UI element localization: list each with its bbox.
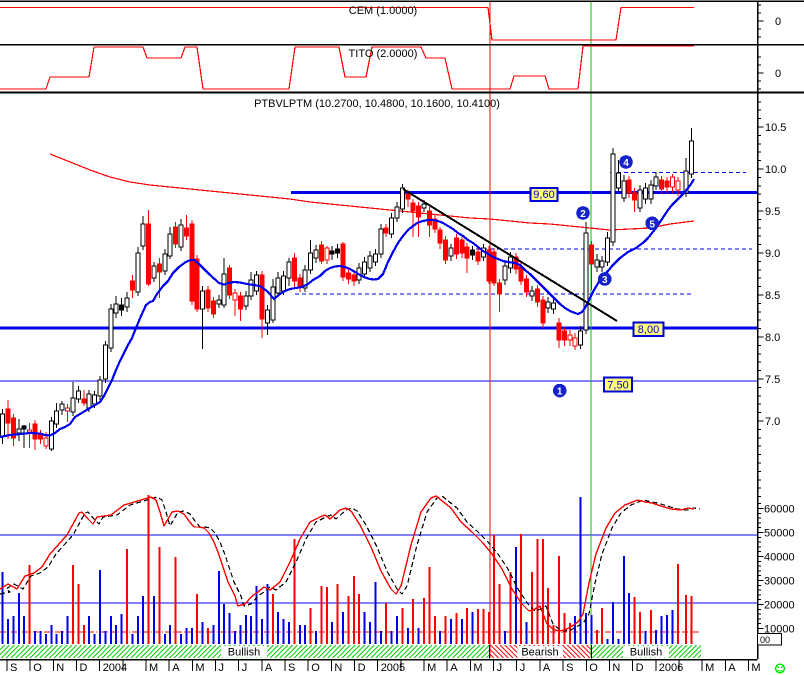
- svg-text:TITO (2.0000): TITO (2.0000): [349, 48, 418, 60]
- svg-text:30000: 30000: [764, 576, 795, 588]
- svg-text:Bullish: Bullish: [630, 647, 662, 659]
- svg-text:2: 2: [580, 209, 586, 220]
- svg-text:N: N: [334, 662, 342, 674]
- svg-text:9.5: 9.5: [765, 206, 780, 218]
- svg-text:D: D: [358, 662, 366, 674]
- svg-text:O: O: [589, 662, 598, 674]
- svg-text:M: M: [705, 662, 714, 674]
- svg-text:4: 4: [623, 158, 629, 169]
- svg-text:10.5: 10.5: [765, 122, 786, 134]
- svg-text:1: 1: [557, 387, 563, 398]
- svg-text:10.0: 10.0: [765, 164, 786, 176]
- svg-text:J: J: [219, 662, 225, 674]
- svg-text:A: A: [543, 662, 551, 674]
- svg-text:8,00: 8,00: [638, 324, 659, 336]
- svg-text:PTBVLPTM (10.2700, 10.4800, 10: PTBVLPTM (10.2700, 10.4800, 10.1600, 10.…: [254, 98, 500, 110]
- svg-text:A: A: [728, 662, 736, 674]
- svg-text:N: N: [56, 662, 64, 674]
- svg-text:A: A: [265, 662, 273, 674]
- svg-text:0: 0: [775, 68, 781, 80]
- svg-text:D: D: [80, 662, 88, 674]
- svg-text:A: A: [172, 662, 180, 674]
- svg-text:60000: 60000: [764, 504, 795, 516]
- svg-text:7,50: 7,50: [607, 380, 628, 392]
- svg-text:A: A: [450, 662, 458, 674]
- svg-text:Bullish: Bullish: [228, 647, 260, 659]
- svg-text:7.0: 7.0: [765, 416, 780, 428]
- svg-text:8.0: 8.0: [765, 332, 780, 344]
- svg-text:D: D: [636, 662, 644, 674]
- svg-text:2005: 2005: [381, 662, 405, 674]
- svg-text:M: M: [473, 662, 482, 674]
- svg-text:M: M: [149, 662, 158, 674]
- svg-text:Bearish: Bearish: [521, 647, 558, 659]
- svg-text:J: J: [497, 662, 503, 674]
- svg-text:3: 3: [602, 275, 608, 286]
- svg-text:J: J: [242, 662, 248, 674]
- svg-text:S: S: [10, 662, 17, 674]
- svg-text:CEM (1.0000): CEM (1.0000): [349, 5, 417, 17]
- svg-text:8.5: 8.5: [765, 290, 780, 302]
- svg-text:N: N: [612, 662, 620, 674]
- svg-text:5: 5: [649, 219, 655, 230]
- svg-text:O: O: [33, 662, 42, 674]
- svg-text:9,60: 9,60: [533, 189, 554, 201]
- svg-text:9.0: 9.0: [765, 248, 780, 260]
- svg-text:40000: 40000: [764, 552, 795, 564]
- svg-text:7.5: 7.5: [765, 374, 780, 386]
- svg-text:M: M: [427, 662, 436, 674]
- svg-text:0: 0: [775, 16, 781, 28]
- svg-text:M: M: [751, 662, 760, 674]
- svg-text:M: M: [195, 662, 204, 674]
- svg-text:10000: 10000: [764, 624, 795, 636]
- svg-text:50000: 50000: [764, 528, 795, 540]
- svg-text:2004: 2004: [103, 662, 127, 674]
- svg-text:S: S: [566, 662, 573, 674]
- svg-text:20000: 20000: [764, 600, 795, 612]
- svg-text:O: O: [311, 662, 320, 674]
- svg-text:J: J: [520, 662, 526, 674]
- svg-text:00: 00: [760, 635, 770, 645]
- svg-text:2006: 2006: [659, 662, 683, 674]
- svg-text:S: S: [288, 662, 295, 674]
